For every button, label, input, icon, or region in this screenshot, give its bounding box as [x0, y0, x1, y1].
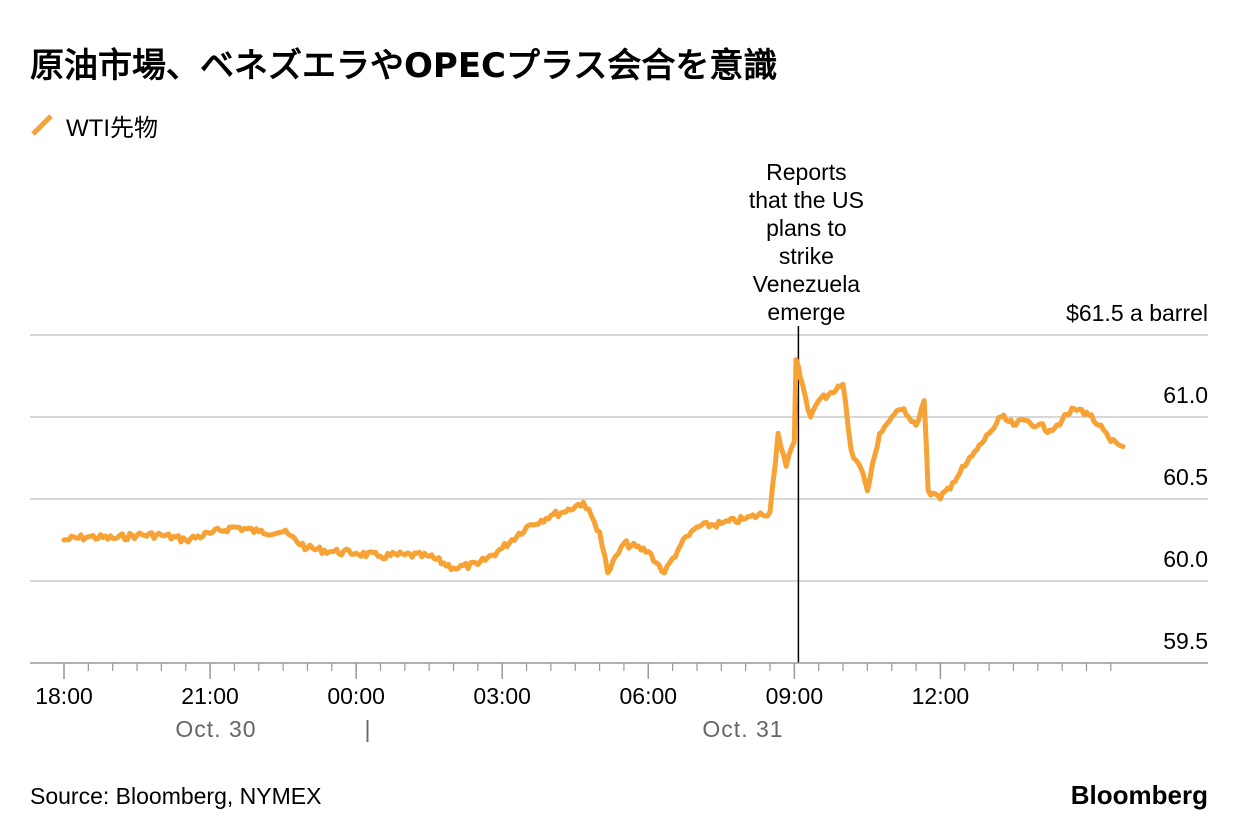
y-tick-label: 61.0	[1163, 382, 1208, 408]
annotation-text: strike	[779, 243, 834, 269]
legend-swatch-line	[31, 114, 53, 136]
x-tick-label: 09:00	[766, 683, 824, 709]
legend-label-wti: WTI先物	[66, 114, 158, 142]
y-tick-label: 59.5	[1163, 628, 1208, 654]
legend: WTI先物	[30, 108, 158, 142]
y-tick-label: 60.5	[1163, 464, 1208, 490]
x-tick-label: 12:00	[912, 683, 970, 709]
series-line-0	[61, 357, 1126, 576]
chart-title: 原油市場、ベネズエラやOPECプラス会合を意識	[30, 46, 778, 86]
source-note: Source: Bloomberg, NYMEX	[30, 783, 322, 809]
x-tick-label: 03:00	[473, 683, 531, 709]
annotation-text: that the US	[749, 187, 864, 213]
x-tick-label: 06:00	[619, 683, 677, 709]
annotation-text: plans to	[766, 215, 847, 241]
annotation-text: emerge	[767, 299, 845, 325]
grid-layer	[30, 334, 1208, 582]
series-layer	[61, 357, 1126, 576]
bloomberg-logo: Bloomberg	[1070, 780, 1208, 810]
x-tick-label: 18:00	[35, 683, 93, 709]
axis-layer: $61.5 a barrel 59.5 60.0 60.5 61.0 18:00 21:00…	[30, 300, 1208, 742]
x-date-label: |	[365, 716, 372, 742]
legend-swatch-icon	[31, 114, 53, 136]
annotation-text: Reports	[766, 159, 847, 185]
x-date-label: Oct. 30	[175, 716, 256, 742]
annotation-text: Venezuela	[753, 271, 861, 297]
y-axis-label: $61.5 a barrel	[1066, 300, 1208, 326]
x-tick-label: 00:00	[327, 683, 385, 709]
x-date-label: Oct. 31	[702, 716, 783, 742]
y-tick-label: 60.0	[1163, 546, 1208, 572]
x-tick-label: 21:00	[181, 683, 239, 709]
